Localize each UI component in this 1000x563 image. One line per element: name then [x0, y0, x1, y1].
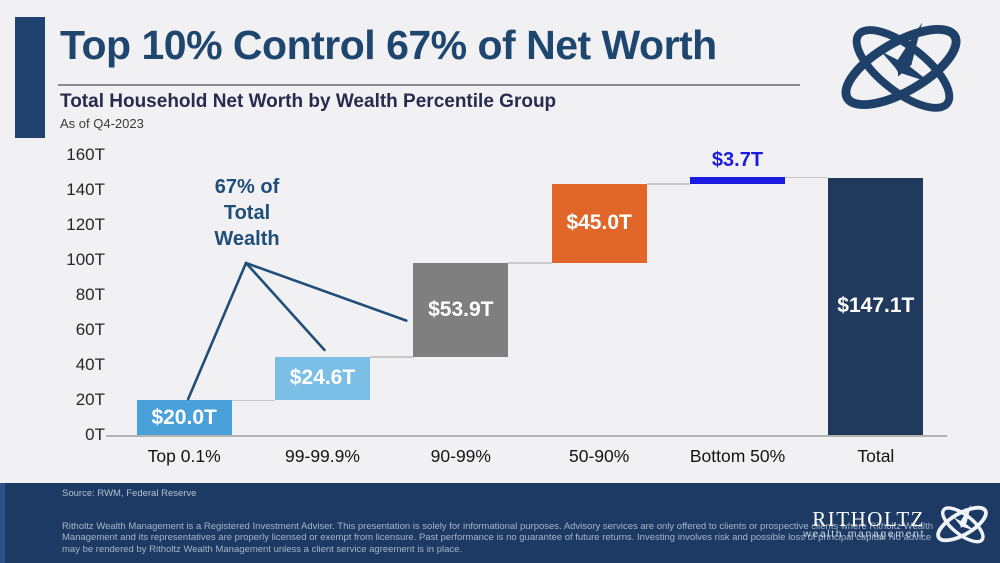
brand-tagline: wealth management: [803, 527, 925, 540]
left-accent-bar: [15, 17, 45, 138]
x-category-label: Total: [857, 446, 895, 466]
footer-brand: RITHOLTZ wealth management: [803, 497, 994, 551]
bar-value-label: $147.1T: [837, 294, 915, 318]
y-axis-tick-label: 140T: [66, 180, 105, 199]
ritholtz-gyroscope-logo-icon: [841, 22, 961, 112]
bar-90-99%: [413, 262, 509, 357]
bar-Total: [828, 177, 924, 435]
y-axis-tick-label: 40T: [75, 355, 105, 374]
ritholtz-gyroscope-logo-small-icon: [936, 504, 988, 544]
y-axis-tick-label: 120T: [66, 215, 105, 234]
bar-value-label: $45.0T: [566, 211, 632, 235]
chart-subtitle: Total Household Net Worth by Wealth Perc…: [60, 91, 557, 112]
x-category-label: Top 0.1%: [147, 446, 221, 466]
brand-name: RITHOLTZ: [812, 506, 925, 531]
y-axis-tick-label: 20T: [75, 390, 105, 409]
bar-value-label: $53.9T: [428, 297, 494, 321]
bar-value-label: $20.0T: [151, 405, 217, 429]
as-of-date: As of Q4-2023: [60, 116, 144, 131]
footer-band: Source: RWM, Federal Reserve Ritholtz We…: [0, 483, 1000, 563]
title-underline: [58, 84, 800, 86]
y-axis-tick-label: 0T: [85, 425, 105, 444]
x-category-label: 99-99.9%: [285, 446, 360, 466]
y-axis-tick-label: 60T: [75, 320, 105, 339]
x-category-label: 50-90%: [568, 446, 630, 466]
annotation-67-percent: 67% of Total Wealth: [214, 176, 280, 250]
connector-line: [508, 262, 552, 264]
bar-value-label: $3.7T: [711, 149, 764, 172]
x-category-label: 90-99%: [430, 446, 491, 466]
connector-line: [370, 356, 414, 358]
bar-Top 0.1%: [136, 400, 232, 435]
page-title: Top 10% Control 67% of Net Worth: [60, 22, 717, 68]
x-axis-line: [106, 435, 947, 437]
y-axis-tick-label: 100T: [66, 250, 105, 269]
y-axis-tick-label: 160T: [66, 145, 105, 164]
source-note: Source: RWM, Federal Reserve: [62, 488, 197, 499]
bar-50-90%: [551, 183, 647, 263]
bar-99-99.9%: [275, 356, 370, 400]
disclaimer-text: Ritholtz Wealth Management is a Register…: [62, 521, 934, 555]
connector-line: [785, 176, 829, 179]
bar-value-label: $24.6T: [289, 366, 356, 390]
bar-Bottom 50%: [690, 177, 785, 184]
y-axis-tick-label: 80T: [75, 285, 105, 304]
connector-line: [231, 399, 275, 401]
connector-line: [646, 183, 690, 185]
x-category-label: Bottom 50%: [689, 446, 786, 466]
